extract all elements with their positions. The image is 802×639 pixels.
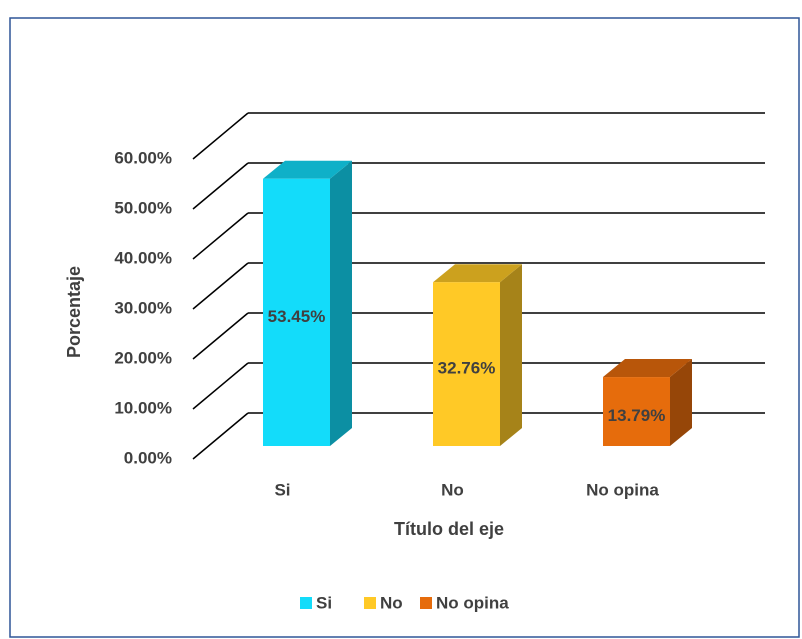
- grid-line-side: [192, 412, 249, 460]
- legend-label: No: [380, 593, 403, 612]
- grid-line-side: [192, 262, 249, 310]
- grid-line-side: [192, 112, 249, 160]
- bar-top: [433, 264, 522, 283]
- bar-side: [330, 160, 352, 446]
- y-tick-label: 30.00%: [114, 298, 172, 317]
- data-label: 13.79%: [608, 406, 666, 425]
- grid-line-side: [192, 212, 249, 260]
- grid-line-side: [192, 162, 249, 210]
- legend-label: Si: [316, 593, 332, 612]
- x-tick-label: No opina: [586, 480, 659, 499]
- y-tick-label: 50.00%: [114, 198, 172, 217]
- grid-line-side: [192, 362, 249, 410]
- bar-side: [670, 359, 692, 446]
- bar: [603, 377, 670, 446]
- legend-label: No opina: [436, 593, 509, 612]
- y-tick-label: 0.00%: [124, 448, 172, 467]
- data-label: 32.76%: [438, 359, 496, 378]
- bar-top: [263, 160, 352, 179]
- y-tick-label: 20.00%: [114, 348, 172, 367]
- legend-swatch: [300, 597, 312, 609]
- data-label: 53.45%: [268, 307, 326, 326]
- y-tick-label: 60.00%: [114, 148, 172, 167]
- bar-top: [603, 359, 692, 378]
- chart-frame: [9, 17, 800, 638]
- grid-line-side: [192, 312, 249, 360]
- y-tick-label: 40.00%: [114, 248, 172, 267]
- bar: [263, 178, 330, 446]
- legend-swatch: [420, 597, 432, 609]
- bar-side: [500, 264, 522, 446]
- legend-swatch: [364, 597, 376, 609]
- x-tick-label: Si: [274, 480, 290, 499]
- y-tick-label: 10.00%: [114, 398, 172, 417]
- y-axis-title: Porcentaje: [64, 266, 84, 358]
- bar: [433, 282, 500, 446]
- x-tick-label: No: [441, 480, 464, 499]
- x-axis-title: Título del eje: [394, 519, 504, 539]
